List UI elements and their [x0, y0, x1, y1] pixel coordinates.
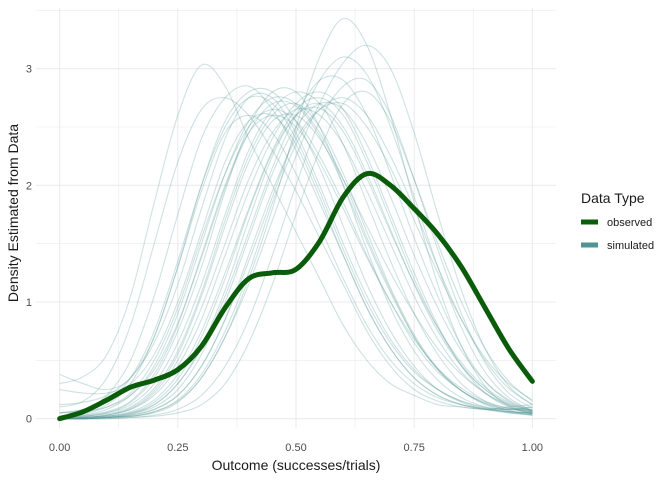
simulated-series-line [59, 97, 533, 420]
simulated-series-line [59, 114, 533, 417]
simulated-series-line [59, 77, 533, 420]
simulated-series-line [59, 100, 533, 414]
simulated-series-line [59, 75, 533, 420]
simulated-series-line [59, 102, 533, 419]
simulated-series-line [59, 114, 533, 410]
legend: Data Type observed simulated [581, 190, 654, 252]
x-tick-label: 1.00 [522, 442, 543, 454]
simulated-series-line [59, 101, 533, 420]
legend-label-simulated: simulated [607, 240, 654, 252]
simulated-series-line [59, 85, 533, 414]
y-tick-label: 3 [26, 64, 32, 76]
simulated-series-line [59, 92, 533, 414]
observed-series-line [57, 170, 535, 422]
y-axis-title: Density Estimated from Data [5, 124, 21, 302]
simulated-series-line [59, 91, 533, 419]
simulated-series-line [59, 101, 533, 420]
y-tick-label: 0 [26, 414, 32, 426]
simulated-series-line [59, 112, 533, 414]
observed-series-group [57, 170, 535, 422]
simulated-series-line [59, 106, 533, 420]
x-tick-labels: 0.00 0.25 0.50 0.75 1.00 [49, 442, 543, 454]
x-axis-title: Outcome (successes/trials) [212, 457, 381, 473]
simulated-series-line [59, 17, 533, 420]
x-tick-label: 0.00 [49, 442, 70, 454]
x-tick-label: 0.50 [285, 442, 306, 454]
simulated-series-line [59, 113, 533, 420]
legend-label-observed: observed [607, 217, 652, 229]
simulated-series-line [59, 91, 533, 420]
y-tick-labels: 0 1 2 3 [26, 64, 32, 426]
x-tick-label: 0.75 [403, 442, 424, 454]
simulated-series-line [59, 97, 533, 420]
simulated-series-line [59, 107, 533, 420]
simulated-series-line [59, 56, 533, 420]
x-tick-label: 0.25 [167, 442, 188, 454]
simulated-series-line [59, 63, 533, 410]
simulated-series-group [59, 17, 533, 420]
simulated-series-line [59, 87, 533, 419]
legend-title: Data Type [581, 190, 645, 206]
y-tick-label: 2 [26, 180, 32, 192]
simulated-series-line [59, 102, 533, 420]
simulated-series-line [59, 96, 533, 419]
simulated-series-line [59, 87, 533, 417]
simulated-series-line [59, 90, 533, 420]
y-tick-label: 1 [26, 297, 32, 309]
simulated-series-line [59, 44, 533, 420]
simulated-series-line [59, 97, 533, 411]
simulated-series-line [59, 95, 533, 414]
grid-major-lines [36, 8, 556, 428]
